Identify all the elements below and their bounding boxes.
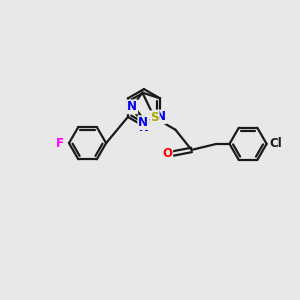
Text: Cl: Cl	[270, 137, 283, 150]
Text: O: O	[162, 147, 172, 161]
Text: N: N	[139, 121, 149, 134]
Text: N: N	[138, 116, 148, 129]
Text: S: S	[150, 111, 159, 124]
Text: N: N	[127, 100, 137, 113]
Text: F: F	[56, 136, 64, 150]
Text: N: N	[156, 110, 166, 123]
